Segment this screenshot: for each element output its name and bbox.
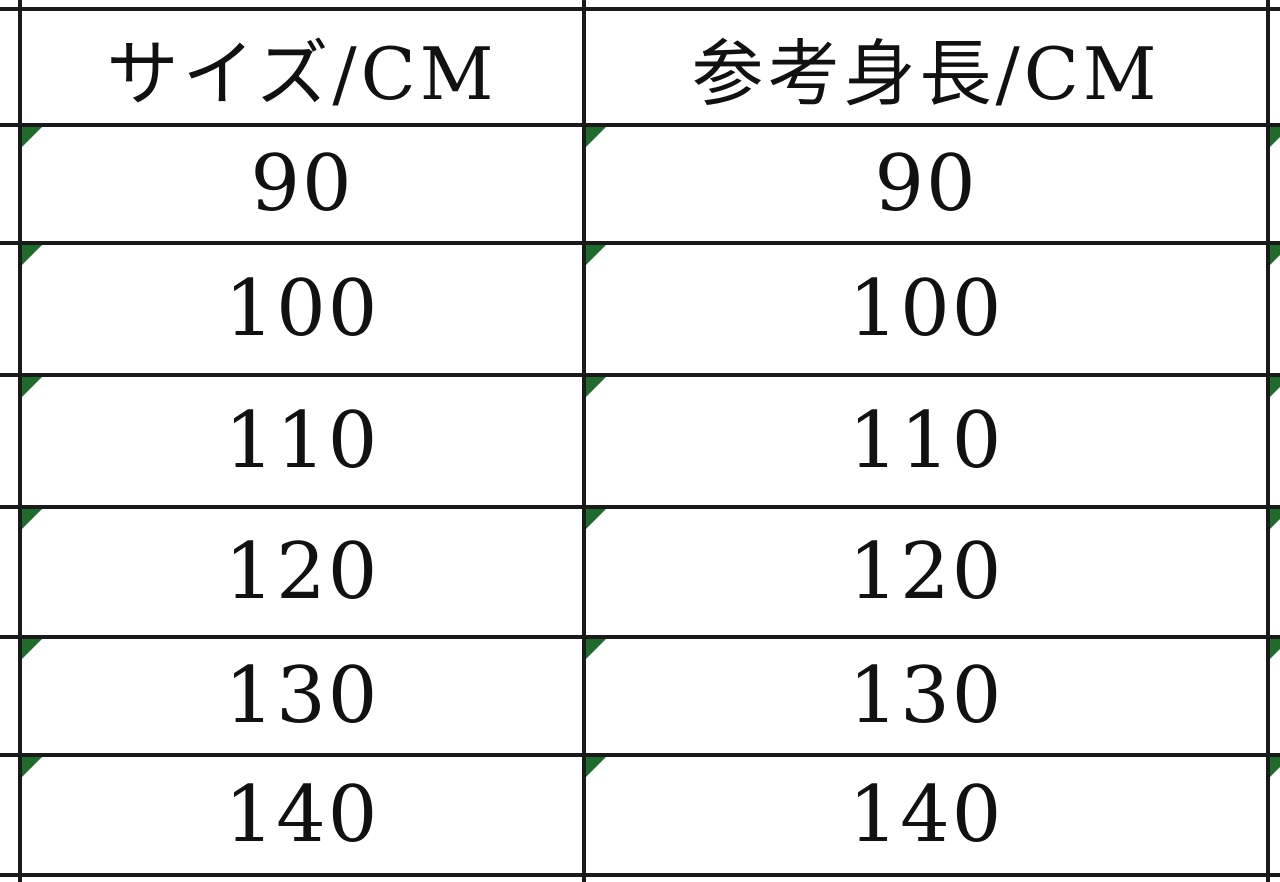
number-as-text-indicator-icon[interactable] [586,757,606,777]
table-cell[interactable]: 110 [848,396,1004,486]
table-cell[interactable]: 110 [224,396,380,486]
number-as-text-indicator-icon[interactable] [22,639,42,659]
number-as-text-indicator-icon[interactable] [1270,757,1280,777]
number-as-text-indicator-icon[interactable] [586,127,606,147]
row-gridline [0,873,1280,877]
table-cell[interactable]: 130 [848,651,1004,741]
number-as-text-indicator-icon[interactable] [1270,639,1280,659]
number-as-text-indicator-icon[interactable] [1270,245,1280,265]
number-as-text-indicator-icon[interactable] [22,377,42,397]
number-as-text-indicator-icon[interactable] [1270,509,1280,529]
number-as-text-indicator-icon[interactable] [1270,127,1280,147]
table-cell[interactable]: 100 [848,264,1004,354]
table-cell[interactable]: 90 [874,139,978,229]
table-cell[interactable]: 130 [224,651,380,741]
number-as-text-indicator-icon[interactable] [586,377,606,397]
column-gridline [582,0,586,882]
number-as-text-indicator-icon[interactable] [1270,377,1280,397]
table-cell[interactable]: 120 [848,527,1004,617]
table-cell[interactable]: 140 [224,770,380,860]
row-gridline [0,123,1280,127]
number-as-text-indicator-icon[interactable] [586,509,606,529]
row-gridline [0,635,1280,639]
table-cell[interactable]: 100 [224,264,380,354]
header-cell[interactable]: サイズ/CM [106,31,498,116]
table-cell[interactable]: 90 [250,139,354,229]
number-as-text-indicator-icon[interactable] [22,245,42,265]
header-cell[interactable]: 参考身長/CM [691,31,1161,116]
row-gridline [0,505,1280,509]
column-gridline [1266,0,1270,882]
number-as-text-indicator-icon[interactable] [586,639,606,659]
table-cell[interactable]: 120 [224,527,380,617]
number-as-text-indicator-icon[interactable] [22,757,42,777]
row-gridline [0,7,1280,11]
number-as-text-indicator-icon[interactable] [22,509,42,529]
table-cell[interactable]: 140 [848,770,1004,860]
number-as-text-indicator-icon[interactable] [22,127,42,147]
row-gridline [0,373,1280,377]
number-as-text-indicator-icon[interactable] [586,245,606,265]
row-gridline [0,753,1280,757]
row-gridline [0,241,1280,245]
column-gridline [18,0,22,882]
